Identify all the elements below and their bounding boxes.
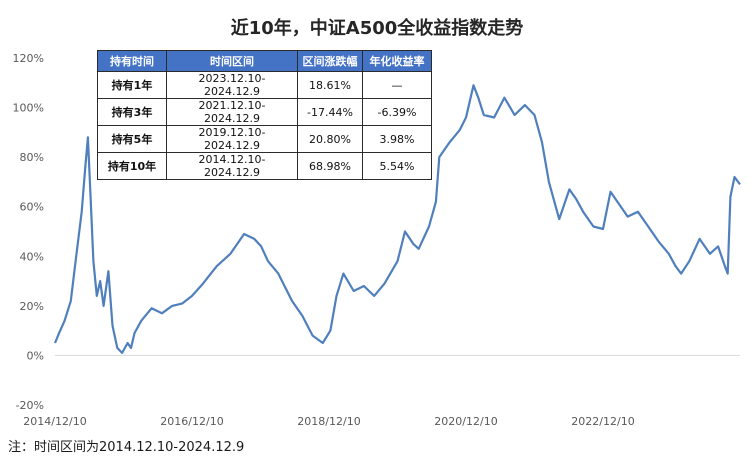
chart-title: 近10年，中证A500全收益指数走势: [230, 18, 524, 39]
x-tick-label: 2018/12/10: [297, 415, 360, 428]
performance-table: 持有时间 时间区间 区间涨跌幅 年化收益率 持有1年 2023.12.10-20…: [97, 50, 432, 180]
x-tick-label: 2014/12/10: [23, 415, 86, 428]
table-row: 持有3年 2021.12.10-2024.12.9 -17.44% -6.39%: [97, 98, 432, 126]
table-cell: 3.98%: [362, 125, 432, 153]
table-row: 持有5年 2019.12.10-2024.12.9 20.80% 3.98%: [97, 125, 432, 153]
table-cell: 持有10年: [97, 152, 167, 180]
table-cell: —: [362, 71, 432, 99]
y-axis: -20% 0% 20% 40% 60% 80% 100% 120%: [13, 52, 44, 412]
table-row: 持有10年 2014.12.10-2024.12.9 68.98% 5.54%: [97, 152, 432, 180]
y-tick-label: 120%: [13, 52, 44, 65]
table-cell: 68.98%: [297, 152, 363, 180]
table-cell: -17.44%: [297, 98, 363, 126]
footnote: 注：时间区间为2014.12.10-2024.12.9: [8, 440, 245, 455]
series-line: [53, 84, 741, 354]
table-cell: 2014.12.10-2024.12.9: [166, 152, 298, 180]
table-header-row: 持有时间 时间区间 区间涨跌幅 年化收益率: [97, 50, 432, 72]
header-time-range: 时间区间: [166, 50, 298, 72]
series: [53, 84, 741, 354]
table-cell: 持有3年: [97, 98, 167, 126]
y-tick-label: 20%: [20, 300, 44, 313]
y-tick-label: -20%: [16, 399, 44, 412]
table-cell: 持有1年: [97, 71, 167, 99]
y-tick-label: 100%: [13, 102, 44, 115]
x-tick-label: 2022/12/10: [571, 415, 634, 428]
table-cell: 2019.12.10-2024.12.9: [166, 125, 298, 153]
y-tick-label: 40%: [20, 250, 44, 263]
table-cell: 2023.12.10-2024.12.9: [166, 71, 298, 99]
y-tick-label: 80%: [20, 151, 44, 164]
y-tick-label: 60%: [20, 201, 44, 214]
table-cell: 18.61%: [297, 71, 363, 99]
x-tick-label: 2020/12/10: [434, 415, 497, 428]
table-cell: 持有5年: [97, 125, 167, 153]
header-holding-period: 持有时间: [97, 50, 167, 72]
y-tick-label: 0%: [27, 349, 44, 362]
x-tick-label: 2016/12/10: [160, 415, 223, 428]
table-cell: -6.39%: [362, 98, 432, 126]
header-annual-return: 年化收益率: [362, 50, 432, 72]
table-cell: 20.80%: [297, 125, 363, 153]
table-row: 持有1年 2023.12.10-2024.12.9 18.61% —: [97, 71, 432, 99]
header-range-change: 区间涨跌幅: [297, 50, 363, 72]
x-axis: 2014/12/10 2016/12/10 2018/12/10 2020/12/10…: [23, 415, 634, 428]
table-cell: 5.54%: [362, 152, 432, 180]
table-cell: 2021.12.10-2024.12.9: [166, 98, 298, 126]
